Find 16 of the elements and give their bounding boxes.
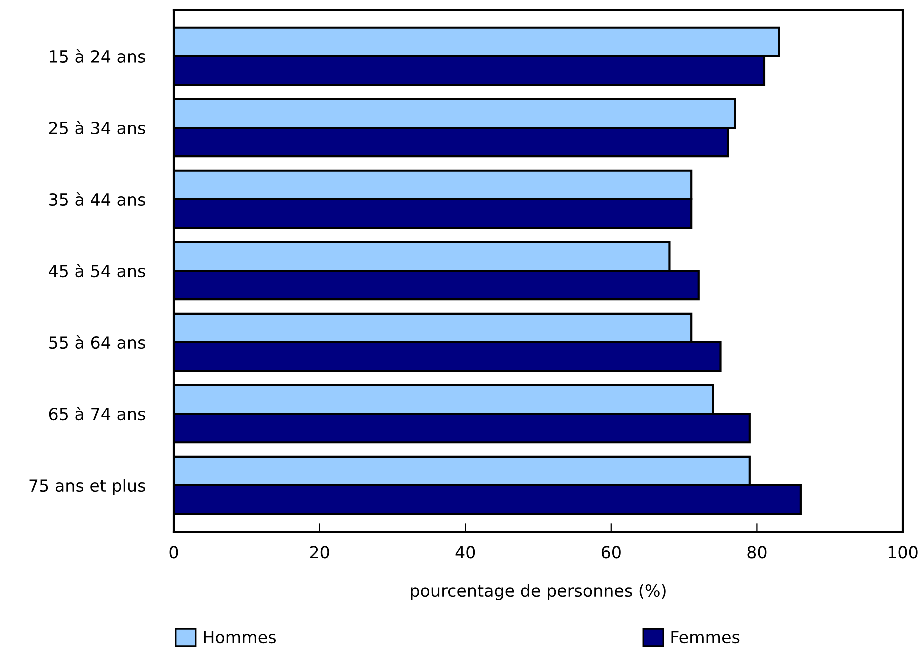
y-tick-label: 25 à 34 ans — [49, 120, 146, 135]
y-tick-label: 45 à 54 ans — [49, 264, 146, 278]
y-tick-label: 35 à 44 ans — [50, 192, 146, 206]
y-tick-label: 75 ans et plus — [30, 479, 146, 496]
x-tick-label: 80 — [748, 546, 767, 559]
y-tick-label: 65 à 74 ans — [49, 407, 146, 421]
x-tick-label: 0 — [170, 546, 178, 559]
legend-label: Hommes — [204, 631, 276, 644]
x-tick-label: 60 — [602, 546, 621, 559]
x-tick-label: 40 — [456, 546, 476, 559]
x-tick-label: 100 — [888, 546, 918, 559]
x-axis-title: pourcentage de personnes (%) — [411, 584, 666, 600]
legend-label: Femmes — [672, 631, 740, 644]
x-tick-label: 20 — [310, 546, 330, 559]
y-tick-label: 15 à 24 ans — [50, 49, 146, 64]
y-tick-label: 55 à 64 ans — [50, 336, 146, 350]
